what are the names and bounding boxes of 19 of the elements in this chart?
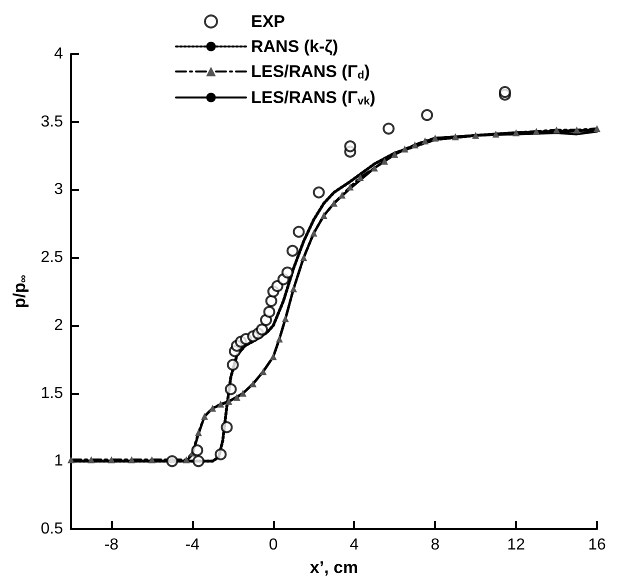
x-tick-label: 8 (430, 536, 440, 554)
y-tick-label: 3.5 (40, 113, 64, 130)
x-tick-label: -4 (185, 536, 200, 554)
x-tick-label: 4 (350, 536, 359, 554)
y-tick-label: 4 (54, 46, 64, 62)
legend-label: RANS (k-ζ) (251, 37, 338, 56)
y-tick-label: 2 (54, 316, 64, 334)
x-tick-label: -8 (104, 536, 119, 554)
x-tick-label: 0 (268, 536, 278, 554)
y-tick-label: 3 (54, 181, 64, 198)
legend-label: EXP (251, 12, 286, 31)
x-axis-title: x’, cm (310, 558, 358, 577)
x-tick-label: 12 (507, 536, 526, 554)
y-tick-label: 0.5 (40, 520, 64, 538)
y-axis-title: p/p∞ (10, 274, 30, 308)
x-tick-label: 16 (588, 536, 606, 554)
y-tick-label: 1 (54, 452, 64, 470)
y-tick-label: 1.5 (40, 384, 64, 402)
y-tick-label: 2.5 (40, 249, 64, 266)
